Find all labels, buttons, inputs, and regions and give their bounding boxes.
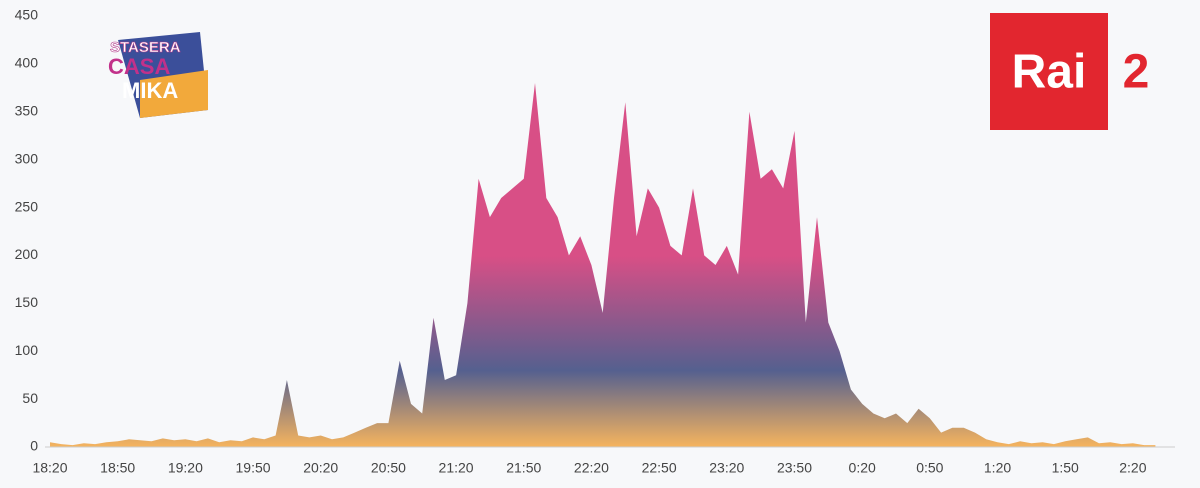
channel-logo: Rai 2 (990, 13, 1149, 130)
y-tick-label: 300 (15, 150, 39, 166)
y-tick-label: 0 (30, 438, 38, 454)
x-tick-label: 0:50 (916, 460, 943, 476)
logo-text: 2 (1123, 46, 1150, 99)
x-tick-label: 22:50 (642, 460, 677, 476)
x-tick-label: 2:20 (1119, 460, 1146, 476)
x-tick-label: 0:20 (849, 460, 876, 476)
y-tick-label: 150 (15, 294, 39, 310)
logo-text: CASA (108, 54, 170, 79)
y-tick-label: 250 (15, 198, 39, 214)
x-tick-label: 19:50 (236, 460, 271, 476)
x-tick-label: 1:20 (984, 460, 1011, 476)
y-tick-label: 350 (15, 102, 39, 118)
y-tick-label: 400 (15, 55, 39, 71)
y-tick-label: 50 (22, 390, 38, 406)
x-tick-label: 21:20 (439, 460, 474, 476)
x-tick-label: 20:20 (303, 460, 338, 476)
area (50, 83, 1156, 447)
x-tick-label: 23:20 (709, 460, 744, 476)
x-tick-label: 1:50 (1052, 460, 1079, 476)
logo-box (990, 13, 1108, 130)
y-tick-label: 100 (15, 342, 39, 358)
y-tick-label: 200 (15, 246, 39, 262)
x-tick-label: 18:50 (100, 460, 135, 476)
x-tick-label: 20:50 (371, 460, 406, 476)
y-tick-label: 450 (15, 7, 39, 23)
x-tick-label: 21:50 (506, 460, 541, 476)
x-tick-label: 23:50 (777, 460, 812, 476)
logo-text: STASERA (110, 39, 181, 56)
x-tick-label: 18:20 (32, 460, 67, 476)
logo-text: Rai (1012, 46, 1087, 99)
x-tick-label: 19:20 (168, 460, 203, 476)
show-logo: STASERA CASA MIKA (108, 32, 208, 118)
logo-text: MIKA (122, 78, 178, 103)
x-tick-label: 22:20 (574, 460, 609, 476)
